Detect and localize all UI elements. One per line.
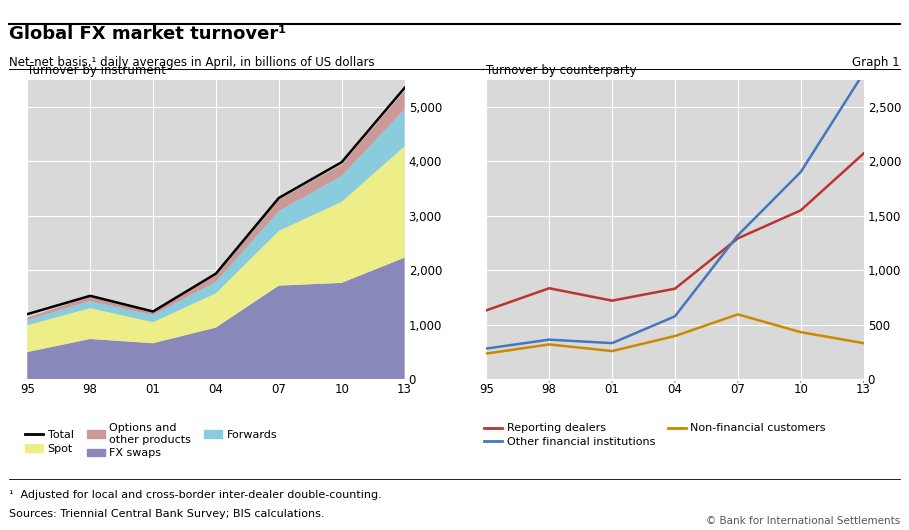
Text: Global FX market turnover¹: Global FX market turnover¹: [9, 25, 286, 43]
Text: Turnover by instrument: Turnover by instrument: [27, 64, 166, 77]
Text: ¹  Adjusted for local and cross-border inter-dealer double-counting.: ¹ Adjusted for local and cross-border in…: [9, 490, 382, 500]
Text: Sources: Triennial Central Bank Survey; BIS calculations.: Sources: Triennial Central Bank Survey; …: [9, 509, 325, 519]
Text: Turnover by counterparty: Turnover by counterparty: [486, 64, 637, 77]
Legend: Reporting dealers, Other financial institutions, Non-financial customers: Reporting dealers, Other financial insti…: [484, 423, 826, 447]
Legend: Total, Spot, Options and
other products, FX swaps, Forwards: Total, Spot, Options and other products,…: [25, 423, 277, 458]
Text: © Bank for International Settlements: © Bank for International Settlements: [705, 516, 900, 526]
Text: Net-net basis,¹ daily averages in April, in billions of US dollars: Net-net basis,¹ daily averages in April,…: [9, 56, 375, 69]
Text: Graph 1: Graph 1: [853, 56, 900, 69]
